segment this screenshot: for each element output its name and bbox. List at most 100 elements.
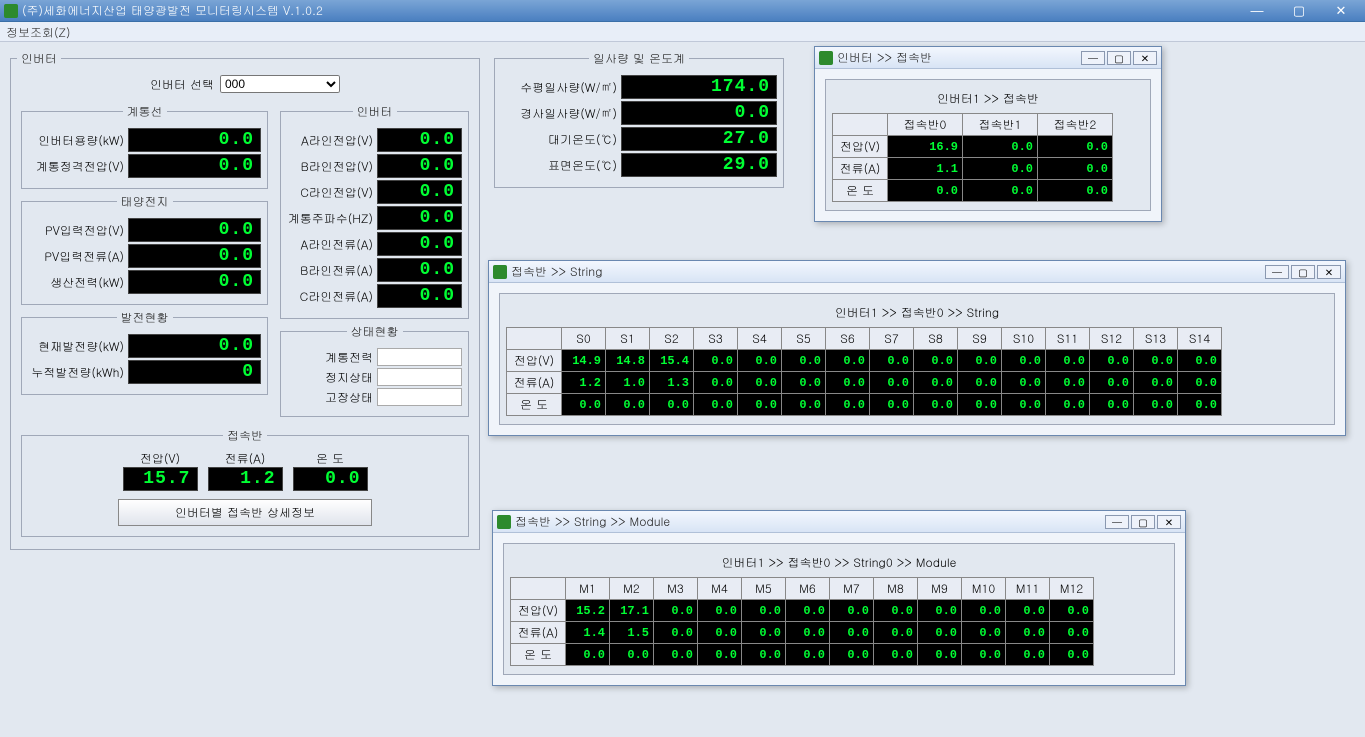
j-v-label: 전압(V) — [123, 450, 198, 467]
env-legend: 일사량 및 온도계 — [589, 50, 689, 67]
table-cell: 0.0 — [1050, 600, 1094, 622]
table-header[interactable]: M11 — [1006, 578, 1050, 600]
string-table: S0S1S2S3S4S5S6S7S8S9S10S11S12S13S14전압(V)… — [506, 327, 1222, 416]
table-cell: 0.0 — [1002, 372, 1046, 394]
min-button[interactable]: — — [1265, 265, 1289, 279]
ci-value: 0.0 — [377, 284, 462, 308]
minimize-button[interactable]: — — [1237, 3, 1277, 19]
table-header[interactable]: M5 — [742, 578, 786, 600]
table-header[interactable]: S12 — [1090, 328, 1134, 350]
table-header[interactable]: M1 — [566, 578, 610, 600]
junction-detail-button[interactable]: 인버터별 접속반 상세정보 — [118, 499, 372, 526]
table-header[interactable]: S0 — [562, 328, 606, 350]
table-header[interactable]: S11 — [1046, 328, 1090, 350]
min-button[interactable]: — — [1081, 51, 1105, 65]
j-t-label: 온 도 — [293, 450, 368, 467]
table-cell: 0.0 — [826, 372, 870, 394]
table-cell: 0.0 — [1046, 394, 1090, 416]
inverter-legend: 인버터 — [17, 50, 61, 67]
table-header-blank — [507, 328, 562, 350]
grid-legend: 계통선 — [123, 103, 167, 120]
table-header[interactable]: M9 — [918, 578, 962, 600]
table-header[interactable]: 접속반2 — [1038, 114, 1113, 136]
inverter-select[interactable]: 000 — [220, 75, 340, 93]
table-header[interactable]: S6 — [826, 328, 870, 350]
inv-junction-panel: 인버터1 >> 접속반 접속반0접속반1접속반2전압(V)16.90.00.0전… — [825, 79, 1151, 211]
table-header[interactable]: M7 — [830, 578, 874, 600]
table-row-label: 전류(A) — [507, 372, 562, 394]
table-header[interactable]: S7 — [870, 328, 914, 350]
maximize-button[interactable]: ▢ — [1279, 3, 1319, 19]
junction-legend: 접속반 — [223, 427, 267, 444]
av-label: A라인전압(V) — [287, 132, 377, 149]
table-header[interactable]: S13 — [1134, 328, 1178, 350]
table-cell: 0.0 — [782, 394, 826, 416]
table-cell: 0.0 — [870, 372, 914, 394]
table-cell: 0.0 — [870, 350, 914, 372]
table-cell: 0.0 — [742, 600, 786, 622]
close-button[interactable]: ✕ — [1317, 265, 1341, 279]
table-cell: 0.0 — [826, 394, 870, 416]
max-button[interactable]: ▢ — [1131, 515, 1155, 529]
table-header[interactable]: M12 — [1050, 578, 1094, 600]
table-cell: 0.0 — [874, 622, 918, 644]
table-cell: 1.1 — [888, 158, 963, 180]
table-cell: 0.0 — [1178, 394, 1222, 416]
ai-value: 0.0 — [377, 232, 462, 256]
table-header[interactable]: M4 — [698, 578, 742, 600]
table-cell: 0.0 — [606, 394, 650, 416]
table-cell: 0.0 — [1134, 394, 1178, 416]
table-cell: 1.2 — [562, 372, 606, 394]
table-header[interactable]: S14 — [1178, 328, 1222, 350]
pv-iin-label: PV입력전류(A) — [28, 248, 128, 265]
close-button[interactable]: ✕ — [1157, 515, 1181, 529]
table-header[interactable]: M3 — [654, 578, 698, 600]
table-cell: 0.0 — [1038, 136, 1113, 158]
table-cell: 0.0 — [1090, 350, 1134, 372]
table-cell: 1.0 — [606, 372, 650, 394]
table-header-blank — [833, 114, 888, 136]
inverter-fieldset: 인버터 인버터 선택 000 계통선 인버터용량(kW)0.0 계통정격전압(V… — [10, 50, 480, 550]
capacity-label: 인버터용량(kW) — [28, 132, 128, 149]
menubar: 정보조회(Z) — [0, 22, 1365, 42]
table-header[interactable]: 접속반1 — [963, 114, 1038, 136]
table-header[interactable]: S1 — [606, 328, 650, 350]
module-title: 접속반 >> String >> Module — [515, 513, 1103, 530]
table-header[interactable]: S4 — [738, 328, 782, 350]
gen-now-value: 0.0 — [128, 334, 261, 358]
table-cell: 0.0 — [738, 394, 782, 416]
table-cell: 15.4 — [650, 350, 694, 372]
menu-info[interactable]: 정보조회(Z) — [6, 24, 71, 41]
table-header[interactable]: M8 — [874, 578, 918, 600]
close-button[interactable]: ✕ — [1321, 3, 1361, 19]
grid-fieldset: 계통선 인버터용량(kW)0.0 계통정격전압(V)0.0 — [21, 103, 268, 189]
table-cell: 0.0 — [918, 600, 962, 622]
table-row-label: 온 도 — [833, 180, 888, 202]
table-header[interactable]: S8 — [914, 328, 958, 350]
table-cell: 0.0 — [874, 644, 918, 666]
gen-now-label: 현재발전량(kW) — [28, 338, 128, 355]
table-header[interactable]: S3 — [694, 328, 738, 350]
window-icon — [497, 515, 511, 529]
j-v-value: 15.7 — [123, 467, 198, 491]
capacity-value: 0.0 — [128, 128, 261, 152]
max-button[interactable]: ▢ — [1107, 51, 1131, 65]
min-button[interactable]: — — [1105, 515, 1129, 529]
max-button[interactable]: ▢ — [1291, 265, 1315, 279]
table-header[interactable]: M10 — [962, 578, 1006, 600]
table-header[interactable]: S5 — [782, 328, 826, 350]
app-icon — [4, 4, 18, 18]
table-header[interactable]: M6 — [786, 578, 830, 600]
table-header[interactable]: S9 — [958, 328, 1002, 350]
table-header[interactable]: S10 — [1002, 328, 1046, 350]
table-cell: 0.0 — [1002, 350, 1046, 372]
close-button[interactable]: ✕ — [1133, 51, 1157, 65]
table-header[interactable]: S2 — [650, 328, 694, 350]
table-cell: 0.0 — [958, 350, 1002, 372]
table-header[interactable]: M2 — [610, 578, 654, 600]
table-cell: 0.0 — [874, 600, 918, 622]
table-header[interactable]: 접속반0 — [888, 114, 963, 136]
app-title: (주)세화에너지산업 태양광발전 모니터링시스템 V.1.0.2 — [22, 2, 1237, 19]
av-value: 0.0 — [377, 128, 462, 152]
table-cell: 0.0 — [1038, 158, 1113, 180]
